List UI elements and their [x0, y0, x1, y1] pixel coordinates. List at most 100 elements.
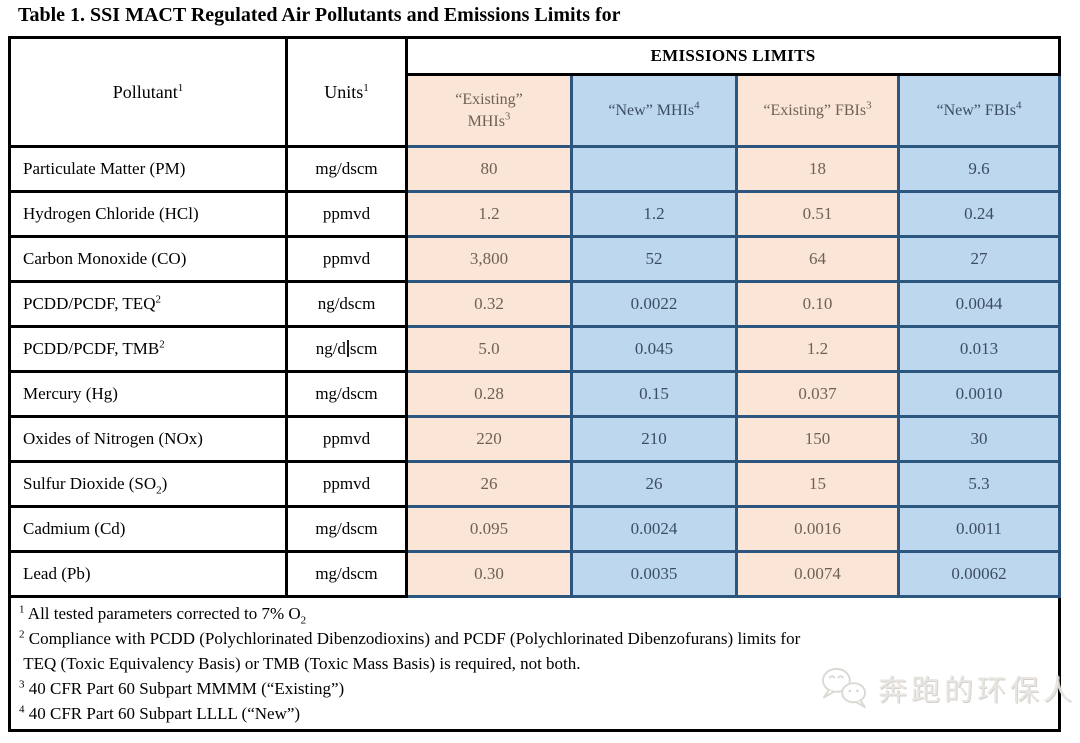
limit-value-cell: 26	[570, 460, 738, 508]
pollutant-cell: Carbon Monoxide (CO)	[8, 235, 288, 283]
limit-value-cell: 0.0016	[735, 505, 900, 553]
footnote-marker: 3	[19, 678, 25, 691]
table-row: Lead (Pb) mg/dscm 0.30 0.0035 0.0074 0.00062	[8, 550, 1062, 598]
table-row: Mercury (Hg) mg/dscm 0.28 0.15 0.037 0.0010	[8, 370, 1062, 418]
col-footnote-marker: 3	[866, 99, 872, 112]
limit-value-cell: 150	[735, 415, 900, 463]
pollutant-cell: Sulfur Dioxide (SO2)	[8, 460, 288, 508]
units-cell: ppmvd	[285, 190, 408, 238]
units-header-label: Units	[324, 81, 364, 102]
table-row: PCDD/PCDF, TEQ2 ng/dscm 0.32 0.0022 0.10 0.00…	[8, 280, 1062, 328]
limit-value-cell: 0.15	[570, 370, 738, 418]
units-cell: mg/dscm	[285, 145, 408, 193]
units-cell: ppmvd	[285, 235, 408, 283]
limit-value-cell: 64	[735, 235, 900, 283]
limit-value-cell: 0.095	[405, 505, 573, 553]
limit-value-cell: 0.0044	[896, 280, 1062, 328]
footnote-marker: 4	[19, 703, 25, 716]
units-cell: ng/dscm	[285, 280, 408, 328]
table-row: PCDD/PCDF, TMB2 ng/d scm 5.0 0.045 1.2 0.013	[8, 325, 1062, 373]
limit-value-cell: 5.3	[896, 460, 1062, 508]
footnote-marker: 2	[19, 628, 25, 641]
col-header-label: “Existing” FBIs	[763, 101, 867, 119]
units-cell: mg/dscm	[285, 550, 408, 598]
table-row: Carbon Monoxide (CO) ppmvd 3,800 52 64 27	[8, 235, 1062, 283]
col-header-new-mhis: “New” MHIs4	[570, 73, 738, 148]
pollutant-cell: PCDD/PCDF, TMB2	[8, 325, 288, 373]
units-cell: ppmvd	[285, 460, 408, 508]
footnote: 4 40 CFR Part 60 Subpart LLLL (“New”)	[19, 703, 301, 723]
units-cell: mg/dscm	[285, 370, 408, 418]
col-header-label: “New” FBIs	[936, 101, 1017, 119]
limit-value-cell: 0.32	[405, 280, 573, 328]
limit-value-cell: 0.013	[896, 325, 1062, 373]
table-body: Particulate Matter (PM) mg/dscm 80 18 9.6 Hyd…	[8, 145, 1062, 598]
pollutant-cell: Mercury (Hg)	[8, 370, 288, 418]
emissions-limits-header: EMISSIONS LIMITS	[404, 36, 1062, 76]
table-row: Hydrogen Chloride (HCl) ppmvd 1.2 1.2 0.51 0.…	[8, 190, 1062, 238]
limit-value-cell: 210	[570, 415, 738, 463]
pollutant-header-label: Pollutant	[112, 81, 178, 102]
footnotes: 1 All tested parameters corrected to 7% …	[19, 601, 1050, 726]
header-row-2: “Existing” MHIs3 “New” MHIs4 “Existing” F…	[10, 73, 1062, 148]
pollutant-cell: Cadmium (Cd)	[8, 505, 288, 553]
limit-value-cell: 27	[896, 235, 1062, 283]
limit-value-cell: 0.037	[735, 370, 900, 418]
col-header-existing-mhis: “Existing” MHIs3	[405, 73, 573, 148]
units-footnote-marker: 1	[363, 81, 369, 94]
col-header-existing-fbis: “Existing” FBIs3	[735, 73, 900, 148]
limit-value-cell: 18	[735, 145, 900, 193]
pollutant-cell: Particulate Matter (PM)	[8, 145, 288, 193]
table-row: Cadmium (Cd) mg/dscm 0.095 0.0024 0.0016 0.00…	[8, 505, 1062, 553]
col-footnote-marker: 3	[504, 110, 511, 123]
limit-value-cell: 1.2	[735, 325, 900, 373]
limit-value-cell: 26	[405, 460, 573, 508]
col-header-label: “New” MHIs	[608, 101, 695, 119]
limit-value-cell: 5.0	[405, 325, 573, 373]
table-row: Particulate Matter (PM) mg/dscm 80 18 9.6	[8, 145, 1062, 193]
pollutant-header: Pollutant1	[8, 36, 288, 148]
col-header-new-fbis: “New” FBIs4	[896, 73, 1062, 148]
watermark: 奔跑的环保人	[820, 666, 1076, 710]
limit-value-cell: 1.2	[570, 190, 738, 238]
col-footnote-marker: 4	[694, 99, 700, 112]
pollutant-footnote-marker: 1	[177, 81, 184, 94]
units-cell: ppmvd	[285, 415, 408, 463]
limit-value-cell: 0.24	[896, 190, 1062, 238]
limit-value-cell: 9.6	[896, 145, 1062, 193]
limit-value-cell: 3,800	[405, 235, 573, 283]
limit-value-cell: 0.30	[405, 550, 573, 598]
col-header-label: MHIs	[467, 112, 505, 130]
limit-value-cell: 220	[405, 415, 573, 463]
limit-value-cell: 0.045	[570, 325, 738, 373]
pollutant-cell: Hydrogen Chloride (HCl)	[8, 190, 288, 238]
wechat-icon	[822, 667, 867, 709]
limit-value-cell: 52	[570, 235, 738, 283]
footnotes-cell: 1 All tested parameters corrected to 7% …	[7, 595, 1062, 732]
footnote: 2 Compliance with PCDD (Polychlorinated …	[19, 628, 801, 673]
header-row-1: Pollutant1 Units1 EMISSIONS LIMITS	[8, 36, 1062, 148]
pollutant-cell: Lead (Pb)	[8, 550, 288, 598]
pollutant-cell: Oxides of Nitrogen (NOx)	[8, 415, 288, 463]
units-cell: mg/dscm	[285, 505, 408, 553]
text-cursor	[346, 340, 349, 357]
table-row: Sulfur Dioxide (SO2) ppmvd 26 26 15 5.3	[8, 460, 1062, 508]
limit-value-cell: 0.51	[735, 190, 900, 238]
limit-value-cell: 0.0022	[570, 280, 738, 328]
limit-value-cell: 0.0074	[735, 550, 900, 598]
limit-value-cell: 0.10	[735, 280, 900, 328]
table-row: Oxides of Nitrogen (NOx) ppmvd 220 210 150 30	[8, 415, 1062, 463]
watermark-text: 奔跑的环保人	[878, 673, 1077, 707]
limit-value-cell	[570, 145, 738, 193]
limit-value-cell: 0.0010	[896, 370, 1062, 418]
limit-value-cell: 0.28	[405, 370, 573, 418]
col-footnote-marker: 4	[1016, 99, 1022, 112]
footnotes-row: 1 All tested parameters corrected to 7% …	[7, 595, 1062, 732]
limit-value-cell: 15	[735, 460, 900, 508]
table-title: Table 1. SSI MACT Regulated Air Pollutan…	[18, 4, 621, 26]
limit-value-cell: 80	[405, 145, 573, 193]
limit-value-cell: 0.00062	[896, 550, 1062, 598]
footnote: 1 All tested parameters corrected to 7% …	[19, 603, 307, 627]
limit-value-cell: 0.0035	[570, 550, 738, 598]
